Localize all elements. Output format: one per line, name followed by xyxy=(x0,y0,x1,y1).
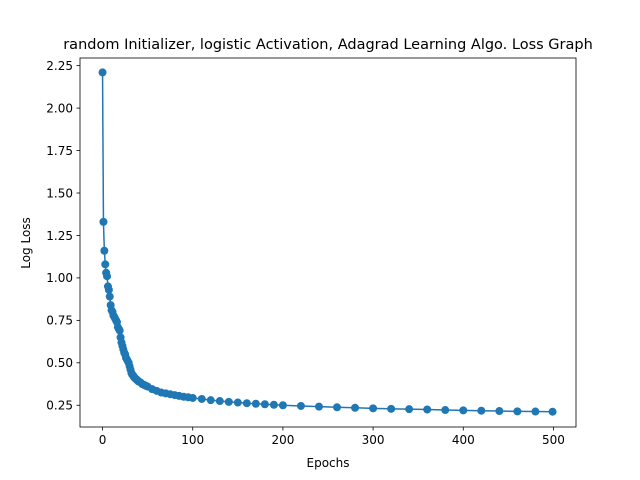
data-point xyxy=(101,260,110,269)
data-point xyxy=(296,401,305,410)
x-tick-label: 300 xyxy=(362,433,385,447)
data-point xyxy=(100,246,109,255)
chart-title: random Initializer, logistic Activation,… xyxy=(63,37,593,53)
y-tick-label: 0.25 xyxy=(46,399,73,413)
data-point xyxy=(314,402,323,411)
y-axis-title: Log Loss xyxy=(19,217,33,269)
data-point xyxy=(477,406,486,415)
data-point xyxy=(369,404,378,413)
x-axis-title: Epochs xyxy=(307,456,350,470)
data-point xyxy=(531,407,540,416)
y-tick-label: 2.25 xyxy=(46,59,73,73)
data-point xyxy=(98,68,107,77)
data-point xyxy=(105,292,114,301)
data-point xyxy=(99,217,108,226)
data-point xyxy=(188,393,197,402)
plot-area: 0 100 200 300 400 500 0.25 0.50 0.75 1.00 1.25 1.50… xyxy=(46,57,577,447)
data-point xyxy=(104,285,113,294)
y-tick-label: 1.00 xyxy=(46,271,73,285)
y-tick-label: 0.75 xyxy=(46,314,73,328)
data-point xyxy=(197,394,206,403)
data-point xyxy=(115,326,124,335)
data-point xyxy=(206,396,215,405)
x-tick-label: 0 xyxy=(99,433,107,447)
data-point xyxy=(441,406,450,415)
data-point xyxy=(215,397,224,406)
data-point xyxy=(269,400,278,409)
data-point xyxy=(103,272,112,281)
data-point xyxy=(233,398,242,407)
data-point xyxy=(260,400,269,409)
y-tick-label: 1.25 xyxy=(46,229,73,243)
data-point xyxy=(405,405,414,414)
x-tick-label: 500 xyxy=(542,433,565,447)
data-point xyxy=(224,397,233,406)
data-point xyxy=(387,404,396,413)
data-point xyxy=(242,399,251,408)
y-tick-label: 0.50 xyxy=(46,356,73,370)
data-point xyxy=(333,403,342,412)
data-point xyxy=(548,407,557,416)
data-point xyxy=(278,401,287,410)
data-point xyxy=(459,406,468,415)
x-tick-label: 400 xyxy=(452,433,475,447)
plot-frame xyxy=(79,57,577,428)
x-tick-label: 100 xyxy=(181,433,204,447)
y-tick-label: 2.00 xyxy=(46,101,73,115)
data-point xyxy=(495,407,504,416)
x-tick-label: 200 xyxy=(271,433,294,447)
y-tick-label: 1.50 xyxy=(46,186,73,200)
y-tick-label: 1.75 xyxy=(46,144,73,158)
data-point xyxy=(423,405,432,414)
data-point xyxy=(251,399,260,408)
data-point xyxy=(513,407,522,416)
data-point xyxy=(351,403,360,412)
